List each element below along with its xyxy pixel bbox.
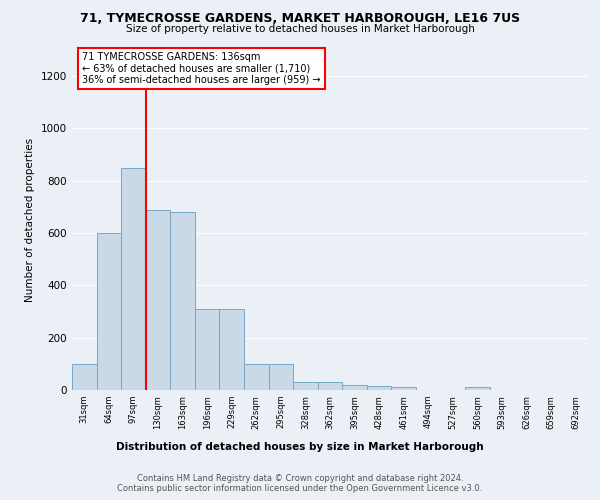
Bar xyxy=(195,309,220,390)
Bar xyxy=(465,388,490,390)
Y-axis label: Number of detached properties: Number of detached properties xyxy=(25,138,35,302)
Bar xyxy=(269,364,293,390)
Bar xyxy=(367,386,391,390)
Text: Size of property relative to detached houses in Market Harborough: Size of property relative to detached ho… xyxy=(125,24,475,34)
Bar xyxy=(244,364,269,390)
Bar xyxy=(72,364,97,390)
Text: Contains HM Land Registry data © Crown copyright and database right 2024.: Contains HM Land Registry data © Crown c… xyxy=(137,474,463,483)
Bar xyxy=(121,168,146,390)
Text: 71, TYMECROSSE GARDENS, MARKET HARBOROUGH, LE16 7US: 71, TYMECROSSE GARDENS, MARKET HARBOROUG… xyxy=(80,12,520,26)
Text: 71 TYMECROSSE GARDENS: 136sqm
← 63% of detached houses are smaller (1,710)
36% o: 71 TYMECROSSE GARDENS: 136sqm ← 63% of d… xyxy=(82,52,321,85)
Bar xyxy=(342,385,367,390)
Bar xyxy=(97,233,121,390)
Bar xyxy=(146,210,170,390)
Bar xyxy=(293,382,318,390)
Bar xyxy=(170,212,195,390)
Text: Distribution of detached houses by size in Market Harborough: Distribution of detached houses by size … xyxy=(116,442,484,452)
Bar xyxy=(318,382,342,390)
Text: Contains public sector information licensed under the Open Government Licence v3: Contains public sector information licen… xyxy=(118,484,482,493)
Bar xyxy=(220,309,244,390)
Bar xyxy=(391,388,416,390)
